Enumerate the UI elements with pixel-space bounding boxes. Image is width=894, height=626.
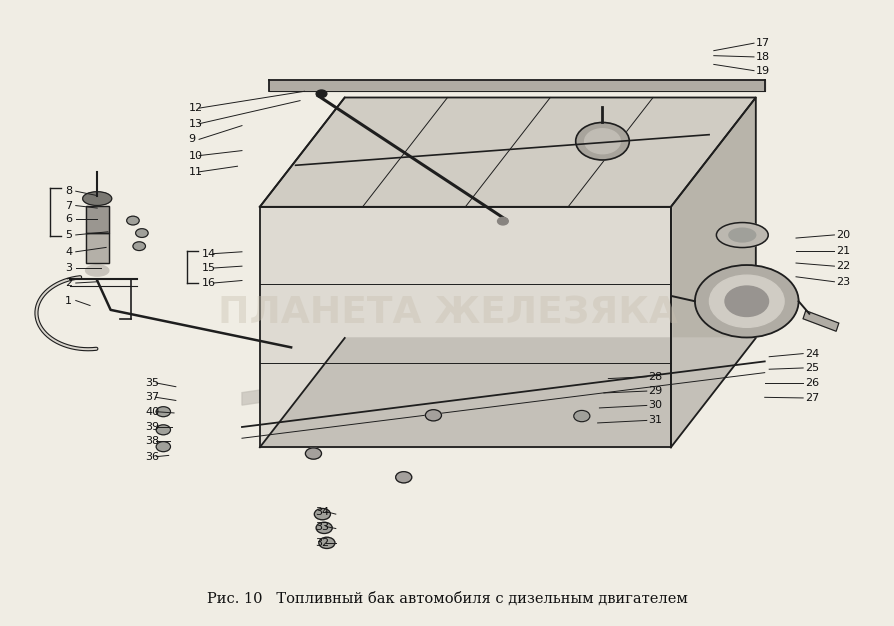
Text: 36: 36 [146, 452, 159, 461]
Ellipse shape [715, 223, 767, 247]
Text: 4: 4 [65, 247, 72, 257]
Circle shape [136, 228, 148, 237]
Text: 10: 10 [188, 151, 202, 161]
Polygon shape [268, 80, 763, 91]
Circle shape [395, 471, 411, 483]
Text: 12: 12 [188, 103, 202, 113]
Polygon shape [241, 316, 763, 405]
Circle shape [497, 217, 508, 225]
Text: 28: 28 [648, 372, 662, 382]
Polygon shape [259, 338, 755, 448]
Text: 20: 20 [835, 230, 849, 240]
Text: 2: 2 [65, 278, 72, 288]
Circle shape [156, 407, 170, 417]
Circle shape [694, 265, 797, 337]
Polygon shape [670, 98, 755, 448]
Text: 25: 25 [804, 363, 818, 373]
Circle shape [314, 508, 330, 520]
Text: 37: 37 [146, 393, 159, 403]
Ellipse shape [728, 228, 755, 242]
Text: 6: 6 [65, 214, 72, 224]
Circle shape [573, 411, 589, 422]
Text: 24: 24 [804, 349, 818, 359]
Circle shape [425, 409, 441, 421]
Text: 34: 34 [315, 506, 329, 516]
Text: 40: 40 [146, 407, 159, 417]
Text: 11: 11 [188, 167, 202, 177]
Text: 30: 30 [648, 401, 662, 411]
Text: 31: 31 [648, 416, 662, 426]
Text: 38: 38 [146, 436, 159, 446]
Text: 22: 22 [835, 261, 849, 271]
Text: 16: 16 [201, 278, 215, 288]
Text: 1: 1 [65, 295, 72, 305]
Circle shape [318, 537, 334, 548]
Circle shape [316, 90, 326, 98]
Circle shape [133, 242, 146, 250]
Text: 23: 23 [835, 277, 849, 287]
Text: 26: 26 [804, 378, 818, 388]
Text: 7: 7 [65, 200, 72, 210]
Circle shape [575, 123, 628, 160]
Text: 19: 19 [755, 66, 769, 76]
Circle shape [584, 129, 620, 154]
Text: 21: 21 [835, 245, 849, 255]
Text: Рис. 10   Топливный бак автомобиля с дизельным двигателем: Рис. 10 Топливный бак автомобиля с дизел… [207, 592, 687, 606]
Text: 3: 3 [65, 263, 72, 273]
Text: 13: 13 [188, 119, 202, 129]
Text: 27: 27 [804, 393, 818, 403]
Text: 29: 29 [648, 386, 662, 396]
Bar [86, 233, 109, 263]
Text: ПЛАНЕТА ЖЕЛЕЗЯКА: ПЛАНЕТА ЖЕЛЕЗЯКА [217, 295, 677, 331]
Circle shape [305, 448, 321, 459]
Text: 9: 9 [188, 135, 195, 145]
Text: 15: 15 [201, 263, 215, 273]
Ellipse shape [82, 192, 112, 205]
Circle shape [156, 442, 170, 452]
Circle shape [156, 425, 170, 435]
Text: 33: 33 [315, 521, 329, 531]
Text: 35: 35 [146, 378, 159, 388]
Polygon shape [802, 310, 838, 331]
Circle shape [709, 275, 783, 327]
Text: 8: 8 [65, 186, 72, 196]
Bar [86, 206, 109, 233]
Bar [86, 233, 109, 263]
Text: 32: 32 [315, 538, 329, 548]
Circle shape [127, 216, 139, 225]
Polygon shape [259, 207, 670, 448]
Bar [86, 206, 109, 233]
Text: 14: 14 [201, 249, 215, 259]
Text: 18: 18 [755, 52, 769, 62]
Ellipse shape [86, 265, 109, 276]
Circle shape [316, 522, 332, 533]
Text: 5: 5 [65, 230, 72, 240]
Polygon shape [259, 98, 755, 207]
Text: 17: 17 [755, 38, 769, 48]
Circle shape [724, 286, 768, 317]
Text: 39: 39 [146, 422, 159, 432]
